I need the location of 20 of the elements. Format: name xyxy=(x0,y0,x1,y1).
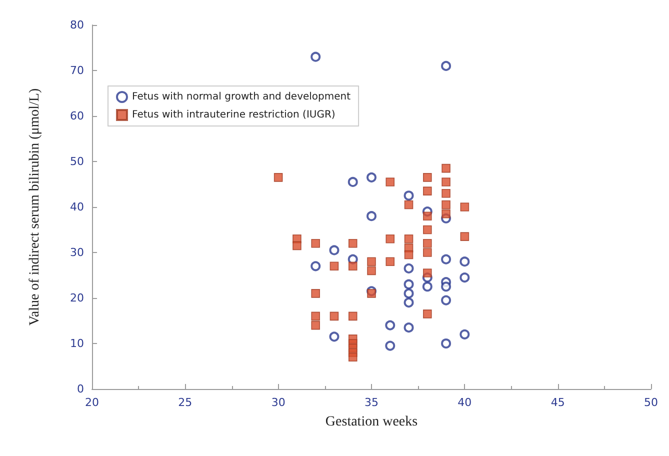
x-tick-label: 25 xyxy=(178,396,192,409)
y-tick-label: 80 xyxy=(70,18,84,32)
x-tick-label: 35 xyxy=(364,396,378,409)
y-tick-label: 10 xyxy=(70,337,84,350)
y-tick-label: 60 xyxy=(70,110,84,122)
x-tick-label: 30 xyxy=(271,396,286,409)
y-axis-title: Value of indirect serum bilirubin (μmol/L) xyxy=(28,88,42,326)
y-tick-label: 40 xyxy=(70,200,84,214)
x-tick-label: 45 xyxy=(550,396,565,409)
x-tick-label: 20 xyxy=(85,396,99,409)
y-tick-label: 70 xyxy=(70,64,84,77)
legend-label: Fetus with normal growth and development xyxy=(132,92,351,102)
y-tick-label: 0 xyxy=(77,382,84,396)
y-tick-label: 20 xyxy=(70,292,84,304)
y-tick-label: 30 xyxy=(70,246,84,259)
y-tick-label: 50 xyxy=(70,155,84,168)
x-tick-label: 40 xyxy=(458,396,472,409)
x-axis-title: Gestation weeks xyxy=(325,414,418,430)
x-tick-label: 50 xyxy=(644,396,658,409)
legend-label: Fetus with intrauterine restriction (IUGR) xyxy=(132,110,336,120)
